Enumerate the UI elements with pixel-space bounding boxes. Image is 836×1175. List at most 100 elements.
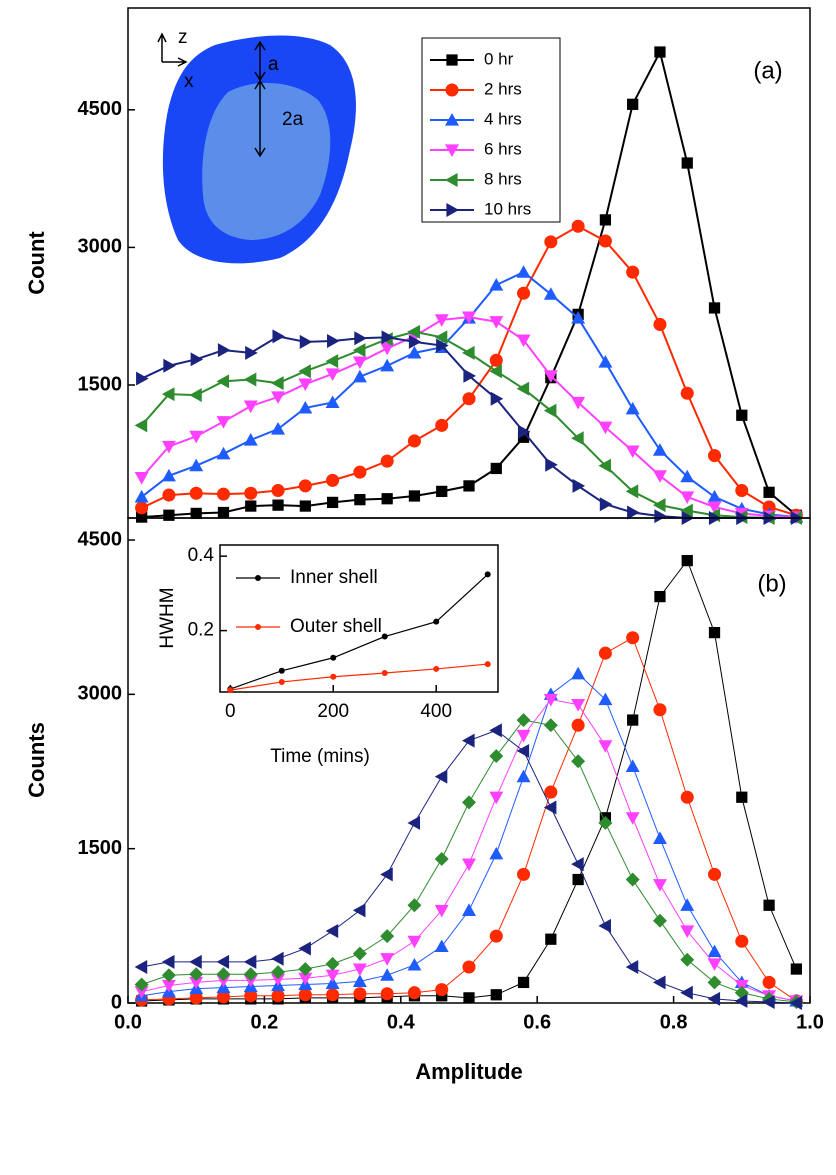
marker [298,972,313,986]
legend-label: 4 hrs [484,109,522,128]
marker [271,391,286,404]
marker [327,333,340,348]
marker [243,372,257,387]
marker [571,396,586,410]
marker [189,458,204,472]
legend-box [421,37,561,223]
marker [654,46,666,58]
marker [353,465,367,479]
marker [380,987,394,1001]
marker [680,925,695,938]
marker [271,989,285,1003]
marker [516,381,530,396]
marker [707,501,722,514]
x-tick-label: 0.6 [523,1011,551,1033]
marker [352,369,367,383]
x-tick-label: 400 [420,701,452,722]
y-tick-label: 3000 [78,683,123,705]
marker [298,941,311,956]
marker [407,957,422,971]
marker [446,203,459,217]
marker [381,330,395,345]
marker [543,403,557,418]
marker [462,795,476,810]
marker [708,626,721,639]
marker [325,354,339,369]
marker [227,687,234,694]
marker [407,986,421,1000]
marker [516,713,531,728]
legend-label: 6 hrs [484,139,522,158]
marker [298,378,313,392]
marker [298,400,313,414]
marker [652,498,666,513]
marker [490,462,502,475]
marker [571,666,586,680]
marker [380,342,395,356]
annotation: 2a [282,109,304,130]
y-tick-label: 1500 [78,837,123,859]
marker [352,963,367,977]
marker [790,963,802,975]
marker [652,975,666,990]
marker [571,431,584,446]
marker [243,400,258,414]
marker [161,387,175,402]
marker [435,983,449,997]
marker [433,665,440,672]
marker [445,144,459,157]
marker [625,872,640,887]
y-axis-title: Count [24,231,49,295]
marker [271,422,286,435]
marker [216,446,231,460]
marker [572,478,586,493]
marker [299,500,311,512]
marker [408,490,421,502]
marker [680,386,694,400]
marker [189,388,202,403]
marker [489,791,504,805]
marker [598,692,613,706]
marker [330,673,337,680]
marker [216,416,231,429]
marker [326,473,340,487]
marker [571,857,584,872]
marker [433,618,440,625]
marker [445,173,458,187]
marker [325,368,340,381]
marker [434,851,449,866]
marker [380,929,395,944]
marker [680,952,695,967]
marker [434,904,449,918]
marker [325,956,340,971]
marker [271,376,284,391]
marker [462,392,476,406]
marker [516,729,531,743]
marker [134,977,149,992]
marker [434,330,448,345]
annotation: x [184,71,194,92]
marker [763,899,775,911]
marker [571,219,585,233]
marker [325,395,340,409]
marker [543,693,558,707]
marker [243,954,257,969]
marker [625,960,639,974]
marker [627,505,640,520]
marker [707,867,722,881]
marker [161,979,176,993]
marker [736,791,748,803]
marker [354,494,366,506]
arrow-2a [254,79,266,158]
marker [352,356,367,370]
y-tick-label: 3000 [78,236,123,258]
marker [762,994,775,1009]
x-tick-label: 0.2 [250,1011,278,1033]
marker [216,967,231,982]
marker [434,939,449,952]
marker [572,873,584,886]
marker [517,286,531,300]
marker [652,470,667,483]
marker [626,631,640,645]
marker [243,433,258,446]
